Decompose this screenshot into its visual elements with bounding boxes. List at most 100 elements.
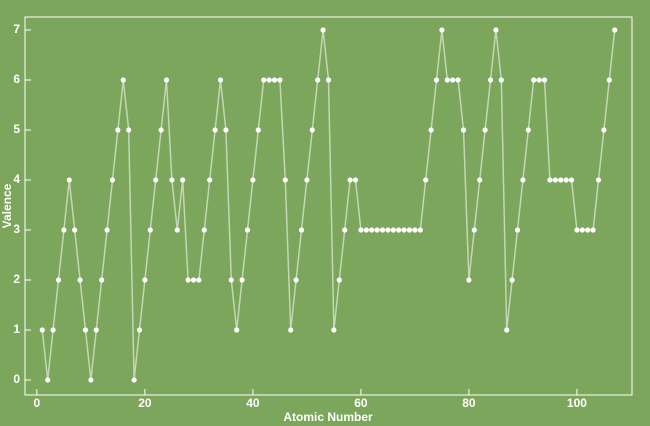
data-point — [336, 277, 342, 283]
data-point — [504, 327, 510, 333]
data-point — [250, 177, 256, 183]
data-point — [239, 277, 245, 283]
data-point — [45, 377, 51, 383]
data-point — [379, 227, 386, 233]
data-point — [450, 77, 456, 83]
data-point — [390, 227, 396, 233]
data-point — [401, 227, 407, 233]
data-point — [601, 127, 607, 133]
data-point — [433, 77, 440, 83]
data-point — [547, 177, 553, 183]
data-point — [234, 327, 240, 333]
data-point — [374, 227, 380, 233]
data-point — [590, 227, 596, 233]
data-point — [606, 77, 612, 83]
data-point — [104, 227, 110, 233]
data-point — [212, 127, 218, 133]
data-point — [460, 127, 467, 133]
data-point — [574, 227, 580, 233]
data-point — [163, 77, 170, 83]
data-point — [531, 77, 537, 83]
data-point — [423, 177, 429, 183]
data-point — [558, 177, 564, 183]
y-tick-label: 4 — [13, 172, 20, 186]
data-point — [487, 77, 494, 83]
data-point — [304, 177, 310, 183]
data-point — [293, 277, 299, 283]
data-point — [55, 277, 62, 283]
y-tick-label: 0 — [13, 372, 20, 386]
data-point — [255, 127, 261, 133]
data-point — [417, 227, 423, 233]
data-point — [147, 227, 153, 233]
data-point — [196, 277, 202, 283]
x-tick-label: 100 — [567, 396, 587, 410]
data-point — [498, 77, 504, 83]
data-point — [585, 227, 591, 233]
data-point — [61, 227, 67, 233]
data-point — [180, 177, 186, 183]
data-point — [207, 177, 213, 183]
data-point — [320, 27, 326, 33]
x-tick-label: 20 — [138, 396, 152, 410]
data-point — [396, 227, 402, 233]
data-point — [228, 277, 234, 283]
data-point — [325, 77, 332, 83]
data-point — [315, 77, 321, 83]
data-point — [261, 77, 267, 83]
data-point — [169, 177, 175, 183]
data-point — [358, 227, 364, 233]
data-point — [266, 77, 272, 83]
data-point — [88, 377, 94, 383]
data-point — [444, 77, 450, 83]
y-tick-label: 1 — [13, 322, 20, 336]
data-point — [99, 277, 105, 283]
data-point — [471, 227, 477, 233]
data-point — [439, 27, 445, 33]
data-point — [142, 277, 148, 283]
x-tick-label: 60 — [354, 396, 368, 410]
data-point — [455, 77, 461, 83]
data-point — [612, 27, 618, 33]
data-point — [385, 227, 391, 233]
data-point — [288, 327, 294, 333]
data-point — [309, 127, 315, 133]
x-tick-label: 80 — [462, 396, 476, 410]
data-point — [244, 227, 251, 233]
data-point — [477, 177, 483, 183]
data-point — [115, 127, 121, 133]
data-point — [369, 227, 375, 233]
data-point — [131, 377, 137, 383]
data-point — [525, 127, 531, 133]
data-point — [298, 227, 305, 233]
x-tick-label: 40 — [246, 396, 260, 410]
y-tick-label: 6 — [13, 72, 20, 86]
data-point — [412, 227, 418, 233]
data-point — [39, 327, 45, 333]
data-point — [82, 327, 89, 333]
y-axis-label: Valence — [0, 183, 14, 228]
data-point — [190, 277, 197, 283]
data-point — [126, 127, 132, 133]
data-point — [563, 177, 569, 183]
data-point — [109, 177, 116, 183]
data-point — [66, 177, 72, 183]
data-point — [595, 177, 602, 183]
plot-frame — [24, 16, 633, 396]
data-point — [282, 177, 288, 183]
data-point — [277, 77, 283, 83]
data-point — [342, 227, 348, 233]
data-point — [428, 127, 434, 133]
y-tick-label: 5 — [13, 122, 20, 136]
data-point — [568, 177, 575, 183]
data-point — [331, 327, 337, 333]
data-point — [72, 227, 78, 233]
data-point — [520, 177, 526, 183]
data-point — [541, 77, 548, 83]
y-tick-label: 2 — [13, 272, 20, 286]
data-point — [77, 277, 83, 283]
data-point — [536, 77, 542, 83]
data-point — [271, 77, 278, 83]
